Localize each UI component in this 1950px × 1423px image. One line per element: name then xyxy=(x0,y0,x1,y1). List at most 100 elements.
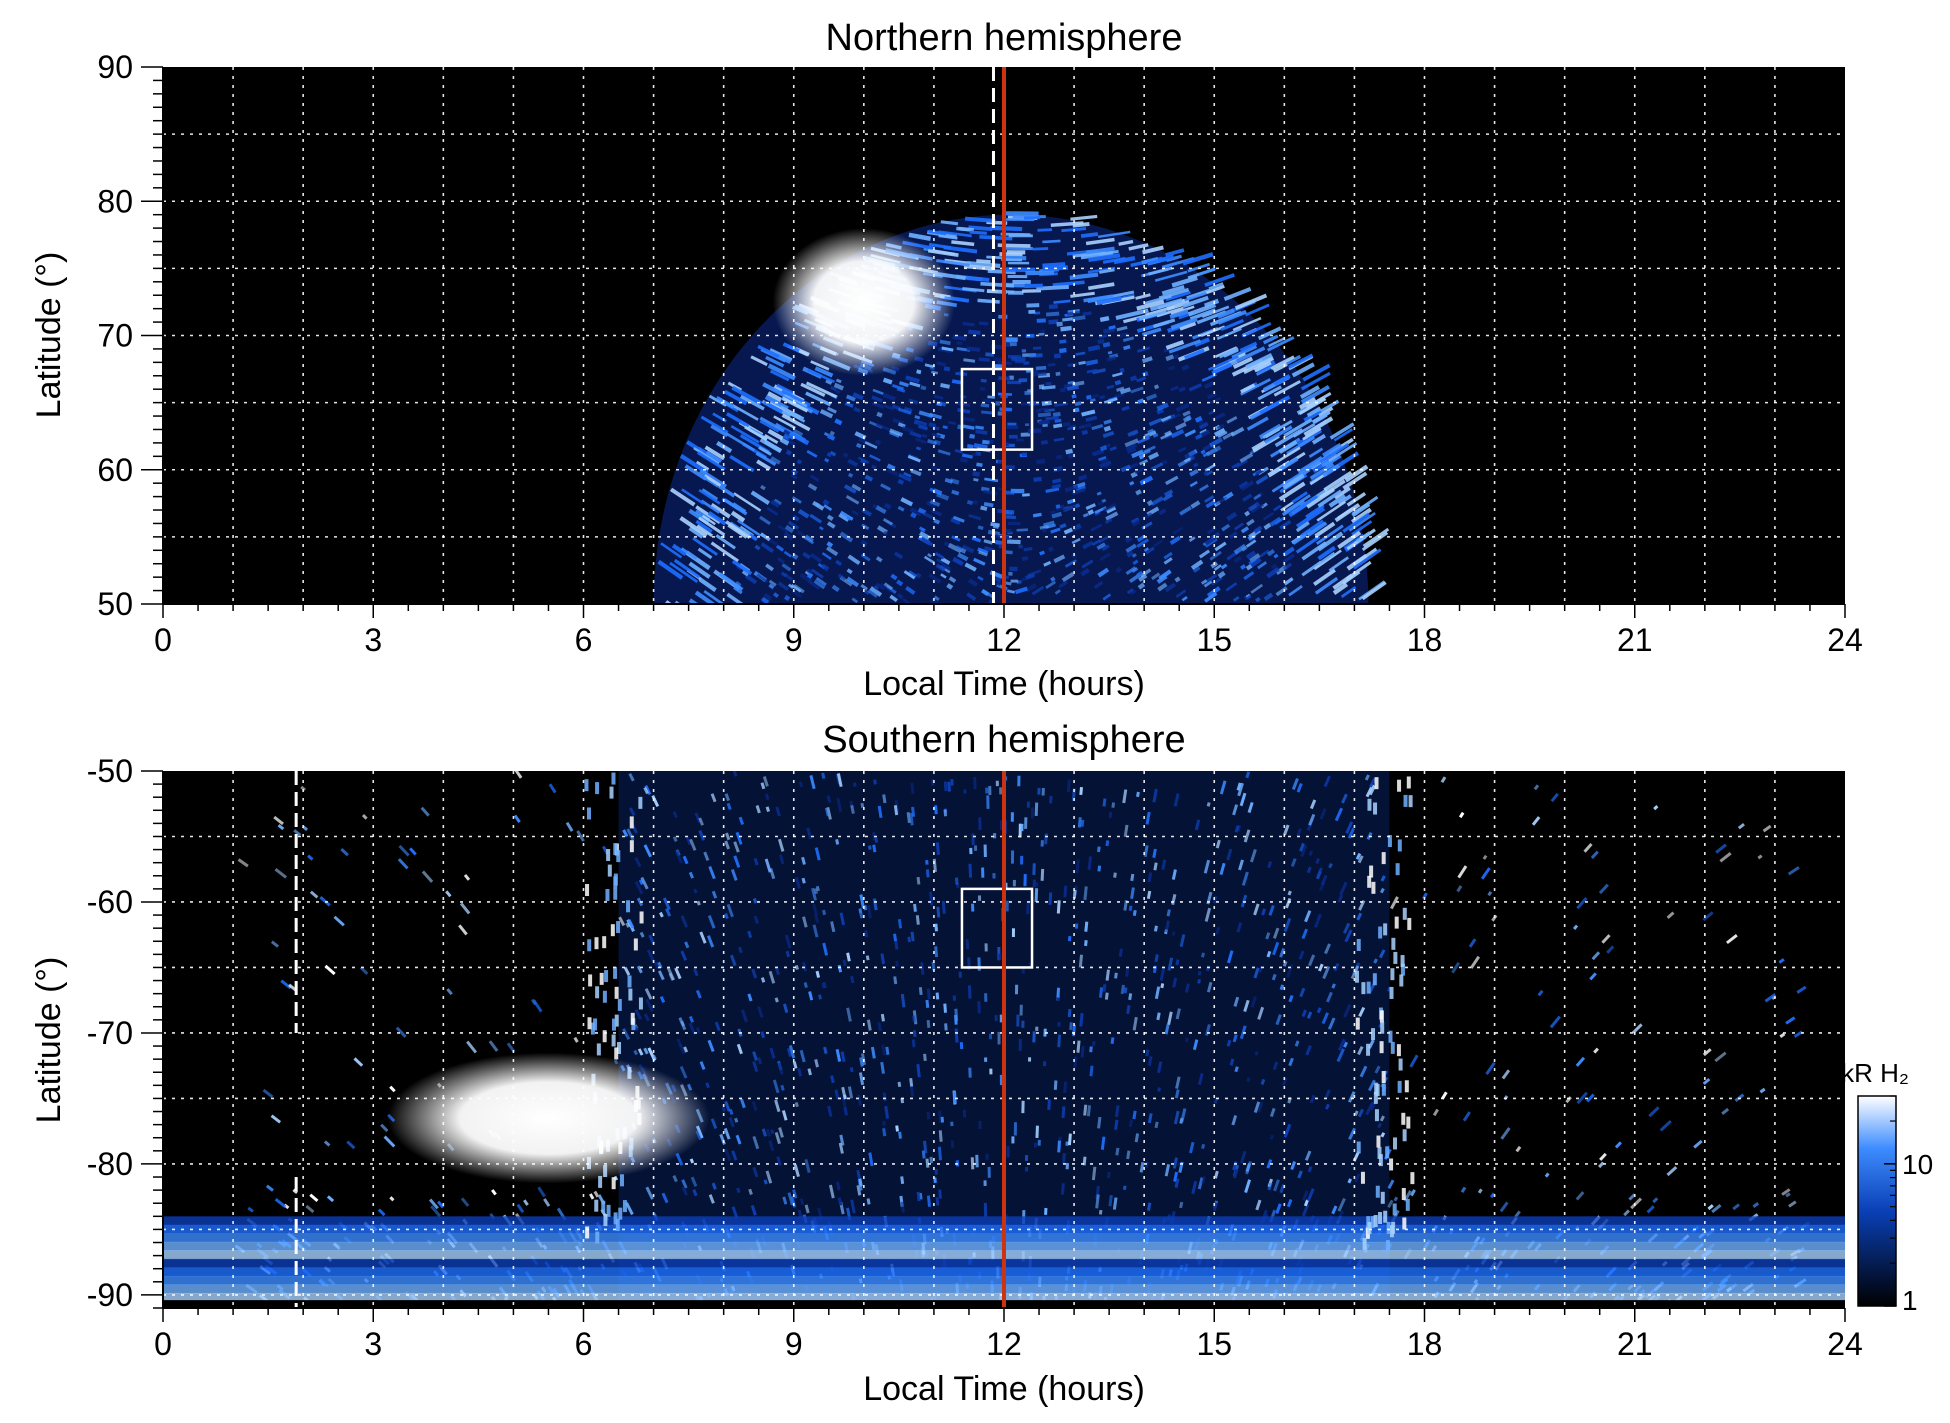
emission-streak xyxy=(1282,1077,1288,1086)
emission-streak xyxy=(797,1067,803,1077)
emission-streak xyxy=(846,516,852,521)
emission-streak xyxy=(1374,777,1379,790)
north-emission-map xyxy=(653,211,1390,604)
emission-streak xyxy=(814,366,834,378)
emission-streak xyxy=(971,903,975,912)
emission-streak xyxy=(1460,1186,1467,1194)
emission-streak xyxy=(1255,366,1272,376)
emission-streak xyxy=(1012,279,1031,284)
emission-streak xyxy=(1317,489,1343,508)
emission-streak xyxy=(1241,322,1272,338)
emission-streak xyxy=(639,911,644,924)
emission-streak xyxy=(1732,1203,1740,1211)
emission-streak xyxy=(326,1195,335,1203)
emission-streak xyxy=(856,1185,862,1196)
emission-streak xyxy=(1189,480,1198,488)
emission-streak xyxy=(802,551,811,560)
emission-streak xyxy=(1060,325,1072,332)
emission-streak xyxy=(830,921,836,933)
emission-streak xyxy=(957,552,969,562)
emission-streak xyxy=(1589,972,1597,981)
emission-streak xyxy=(1014,586,1028,595)
emission-streak xyxy=(822,981,827,989)
emission-streak xyxy=(1220,563,1228,570)
emission-streak xyxy=(1383,1210,1388,1223)
emission-streak xyxy=(1232,316,1262,332)
emission-streak xyxy=(875,582,886,591)
x-tick-label: 15 xyxy=(1196,1326,1232,1362)
emission-streak xyxy=(689,1158,695,1164)
emission-streak xyxy=(1126,588,1134,595)
emission-streak xyxy=(1208,282,1224,291)
emission-streak xyxy=(978,357,990,362)
emission-streak xyxy=(1132,1110,1137,1120)
emission-streak xyxy=(1010,850,1015,864)
emission-streak xyxy=(764,434,779,444)
emission-streak xyxy=(1201,1176,1206,1184)
emission-streak xyxy=(1317,551,1336,566)
emission-streak xyxy=(1245,353,1273,370)
emission-streak xyxy=(1151,572,1161,581)
x-tick-label: 3 xyxy=(364,622,382,658)
emission-streak xyxy=(633,1049,639,1056)
emission-streak xyxy=(903,570,916,580)
emission-streak xyxy=(618,916,626,927)
emission-streak xyxy=(395,1026,407,1038)
emission-streak xyxy=(836,773,843,787)
emission-streak xyxy=(961,453,973,459)
emission-streak xyxy=(773,498,782,506)
emission-streak xyxy=(729,454,755,473)
emission-streak xyxy=(1298,397,1327,416)
emission-streak xyxy=(1075,523,1081,528)
emission-streak xyxy=(1346,553,1368,571)
emission-streak xyxy=(693,888,698,894)
emission-streak xyxy=(237,858,249,868)
emission-streak xyxy=(1067,1008,1072,1018)
x-tick-label: 21 xyxy=(1617,622,1653,658)
emission-streak xyxy=(814,1059,819,1068)
emission-streak xyxy=(1010,342,1017,346)
emission-streak xyxy=(920,537,934,547)
emission-streak xyxy=(1324,454,1342,468)
emission-streak xyxy=(1347,1178,1352,1184)
emission-streak xyxy=(1129,375,1138,382)
emission-streak xyxy=(1165,354,1175,362)
emission-streak xyxy=(659,996,666,1003)
emission-streak xyxy=(1240,378,1272,396)
emission-streak xyxy=(923,1053,927,1062)
emission-streak xyxy=(824,807,830,817)
emission-streak xyxy=(837,573,846,581)
emission-streak xyxy=(762,382,787,398)
emission-streak xyxy=(1058,580,1069,589)
emission-streak xyxy=(1219,862,1226,876)
emission-streak xyxy=(799,1049,806,1063)
emission-streak xyxy=(752,1061,759,1073)
emission-streak xyxy=(710,793,717,803)
emission-streak xyxy=(1307,954,1316,967)
emission-streak xyxy=(1146,1202,1152,1211)
emission-streak xyxy=(595,782,600,795)
emission-streak xyxy=(613,843,618,856)
emission-streak xyxy=(1393,1196,1399,1202)
emission-streak xyxy=(1023,216,1041,220)
emission-streak xyxy=(803,982,808,988)
emission-streak xyxy=(924,363,934,369)
emission-streak xyxy=(943,1003,947,1013)
emission-streak xyxy=(629,840,634,853)
emission-streak xyxy=(1491,914,1498,922)
emission-streak xyxy=(1062,1153,1066,1165)
emission-streak xyxy=(1208,410,1215,416)
emission-streak xyxy=(846,1007,852,1022)
emission-streak xyxy=(1226,416,1238,424)
emission-streak xyxy=(936,258,970,267)
emission-streak xyxy=(1283,824,1290,836)
emission-streak xyxy=(1188,383,1203,392)
emission-streak xyxy=(1098,535,1110,544)
emission-streak xyxy=(988,785,992,796)
emission-streak xyxy=(1153,384,1160,390)
emission-streak xyxy=(1067,1133,1072,1146)
emission-streak xyxy=(679,1065,688,1079)
emission-streak xyxy=(1071,488,1086,496)
emission-streak xyxy=(1105,505,1117,514)
emission-streak xyxy=(1026,369,1032,373)
